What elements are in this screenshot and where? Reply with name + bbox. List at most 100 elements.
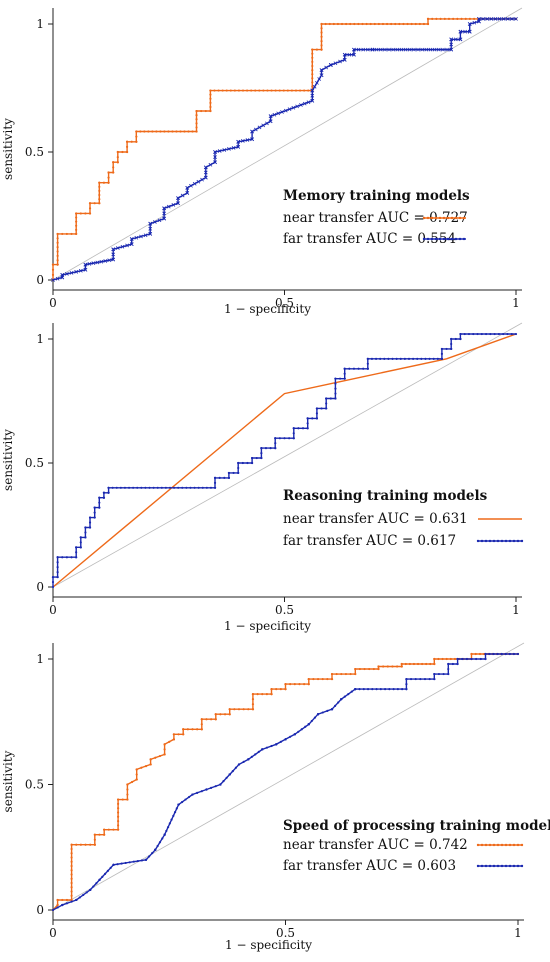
- data-point: [449, 37, 454, 42]
- data-point: [135, 778, 138, 781]
- data-point: [84, 531, 87, 534]
- data-point: [222, 148, 227, 152]
- data-point: [192, 181, 197, 186]
- data-point: [177, 486, 180, 489]
- data-point: [453, 37, 458, 42]
- data-point: [284, 738, 287, 741]
- data-point: [512, 652, 516, 656]
- data-point: [508, 652, 511, 656]
- data-point: [102, 181, 106, 184]
- data-point: [228, 708, 231, 711]
- data-point: [338, 377, 342, 380]
- data-point: [56, 575, 59, 579]
- y-tick-label: 0.5: [25, 778, 44, 792]
- data-point: [409, 677, 413, 681]
- data-point: [88, 526, 92, 529]
- data-point: [433, 662, 436, 666]
- legend-swatch-marker: [500, 843, 504, 847]
- data-point: [136, 486, 139, 489]
- data-point: [493, 332, 496, 336]
- data-point: [254, 89, 257, 92]
- data-point: [93, 516, 96, 519]
- data-point: [125, 145, 129, 148]
- data-point: [283, 108, 288, 113]
- data-point: [121, 798, 124, 801]
- data-point: [368, 667, 371, 671]
- data-point: [164, 486, 168, 489]
- data-point: [310, 98, 315, 103]
- data-point: [481, 16, 485, 21]
- data-point: [60, 272, 65, 277]
- data-point: [311, 417, 314, 420]
- data-point: [261, 748, 264, 751]
- data-point: [307, 683, 310, 686]
- data-point: [217, 149, 222, 153]
- data-point: [163, 743, 166, 746]
- data-point: [412, 662, 416, 666]
- data-point: [147, 130, 150, 133]
- data-point: [310, 93, 315, 98]
- series-far-transfer: [51, 16, 518, 282]
- data-point: [125, 150, 129, 154]
- data-point: [279, 740, 282, 743]
- data-point: [349, 672, 352, 676]
- legend-swatch-marker: [496, 843, 500, 847]
- data-point: [288, 437, 291, 440]
- data-point: [334, 397, 337, 400]
- data-point: [70, 869, 73, 872]
- data-point: [291, 105, 296, 110]
- data-point: [70, 886, 73, 889]
- data-point: [65, 902, 69, 905]
- data-point: [56, 906, 59, 909]
- data-point: [405, 688, 408, 691]
- data-point: [70, 860, 73, 863]
- data-point: [324, 22, 327, 26]
- data-point: [433, 677, 436, 681]
- legend-swatch-marker: [500, 539, 504, 543]
- data-point: [177, 803, 180, 806]
- data-point: [420, 357, 423, 360]
- data-point: [473, 17, 476, 20]
- data-point: [354, 667, 357, 671]
- data-point: [117, 807, 120, 810]
- data-point: [209, 105, 212, 109]
- data-point: [391, 47, 396, 52]
- data-point: [213, 476, 217, 479]
- data-point: [56, 561, 59, 564]
- data-point: [353, 22, 356, 26]
- data-point: [420, 662, 424, 666]
- data-point: [320, 35, 323, 38]
- data-point: [134, 235, 139, 240]
- data-point: [247, 758, 250, 761]
- data-point: [61, 903, 64, 907]
- data-point: [449, 47, 454, 52]
- data-point: [213, 486, 217, 489]
- data-point: [125, 140, 129, 143]
- data-point: [119, 486, 122, 489]
- data-point: [440, 347, 444, 351]
- data-point: [436, 357, 439, 360]
- data-point: [497, 16, 502, 21]
- reference-diagonal: [52, 322, 523, 588]
- data-point: [270, 744, 273, 748]
- x-tick-label: 1: [512, 296, 520, 310]
- data-point: [426, 22, 430, 26]
- data-point: [404, 662, 407, 666]
- data-point: [56, 254, 59, 257]
- data-point: [78, 268, 83, 273]
- data-point: [250, 456, 254, 460]
- data-point: [98, 202, 101, 205]
- data-point: [245, 89, 249, 92]
- data-point: [282, 89, 285, 92]
- data-point: [379, 688, 382, 691]
- legend-swatch-marker: [508, 843, 512, 847]
- legend-swatch-marker: [508, 539, 512, 543]
- data-point: [454, 337, 457, 341]
- data-point: [395, 357, 398, 360]
- data-point: [182, 733, 185, 736]
- legend-swatch-marker: [516, 843, 520, 847]
- data-point: [231, 770, 234, 773]
- data-point: [117, 824, 120, 827]
- data-point: [465, 657, 468, 661]
- data-point: [233, 708, 236, 711]
